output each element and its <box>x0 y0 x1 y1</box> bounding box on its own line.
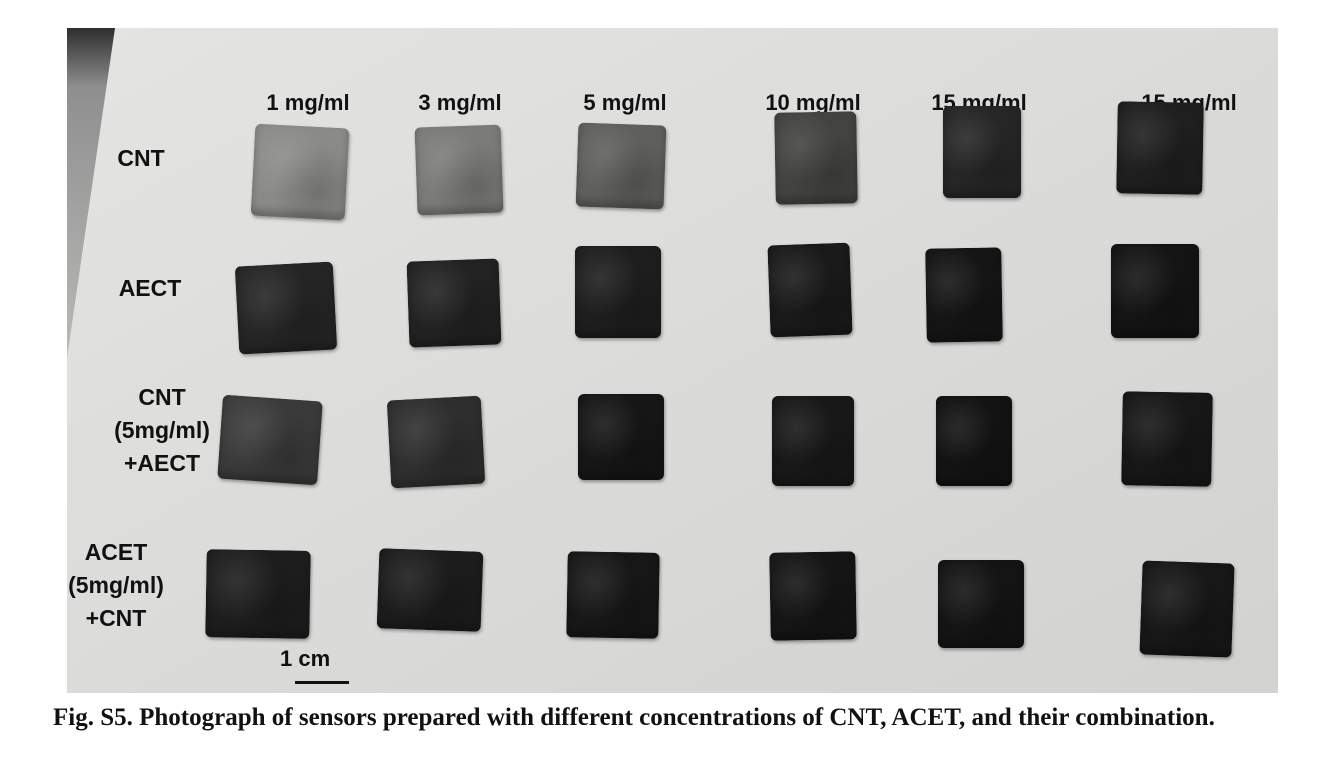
sensor-sample <box>578 394 664 480</box>
sensor-sample <box>938 560 1024 648</box>
sensor-sample <box>566 551 660 639</box>
column-label-2: 3 mg/ml <box>418 90 502 115</box>
sensor-sample <box>406 258 502 348</box>
sensor-sample <box>376 548 484 632</box>
sensor-sample <box>217 394 323 486</box>
sensor-photograph: 1 mg/ml 3 mg/ml 5 mg/ml 10 mg/ml 15 mg/m… <box>67 28 1278 693</box>
table-edge <box>67 28 115 358</box>
row-label-line: (5mg/ml) <box>68 572 164 598</box>
sensor-sample <box>925 247 1003 343</box>
scale-bar-label: 1 cm <box>280 646 331 671</box>
sensor-sample <box>772 396 854 486</box>
sensor-sample <box>250 123 350 221</box>
sensor-sample <box>767 242 853 338</box>
row-label-line: AECT <box>118 275 182 301</box>
sensor-sample <box>386 395 486 489</box>
sensor-sample <box>205 549 311 639</box>
row-label-acet-cnt: ACET (5mg/ml) +CNT <box>67 536 171 635</box>
column-label-1: 1 mg/ml <box>266 90 350 115</box>
row-label-line: CNT <box>117 145 165 171</box>
sensor-sample <box>1111 244 1199 338</box>
sensor-sample <box>1139 560 1235 658</box>
sensor-sample <box>943 106 1021 198</box>
row-label-line: +AECT <box>123 450 201 476</box>
sensor-sample <box>774 111 858 205</box>
row-label-cnt-aect: CNT (5mg/ml) +AECT <box>107 381 217 480</box>
sensor-sample <box>414 124 504 216</box>
row-label-line: ACET <box>84 539 148 565</box>
column-label-4: 10 mg/ml <box>765 90 861 115</box>
column-label-3: 5 mg/ml <box>583 90 667 115</box>
row-label-aect: AECT <box>95 272 205 305</box>
sensor-sample <box>769 551 857 641</box>
row-label-line: CNT <box>138 384 186 410</box>
sensor-sample <box>575 122 667 210</box>
figure-caption: Fig. S5. Photograph of sensors prepared … <box>53 704 1215 731</box>
sensor-sample <box>1116 101 1204 195</box>
sensor-sample <box>575 246 661 338</box>
row-label-line: (5mg/ml) <box>114 417 210 443</box>
row-label-cnt: CNT <box>86 142 196 175</box>
sensor-sample <box>936 396 1012 486</box>
scale-bar <box>295 681 349 684</box>
sensor-sample <box>234 261 338 355</box>
row-label-line: +CNT <box>85 605 147 631</box>
sensor-sample <box>1121 391 1213 487</box>
